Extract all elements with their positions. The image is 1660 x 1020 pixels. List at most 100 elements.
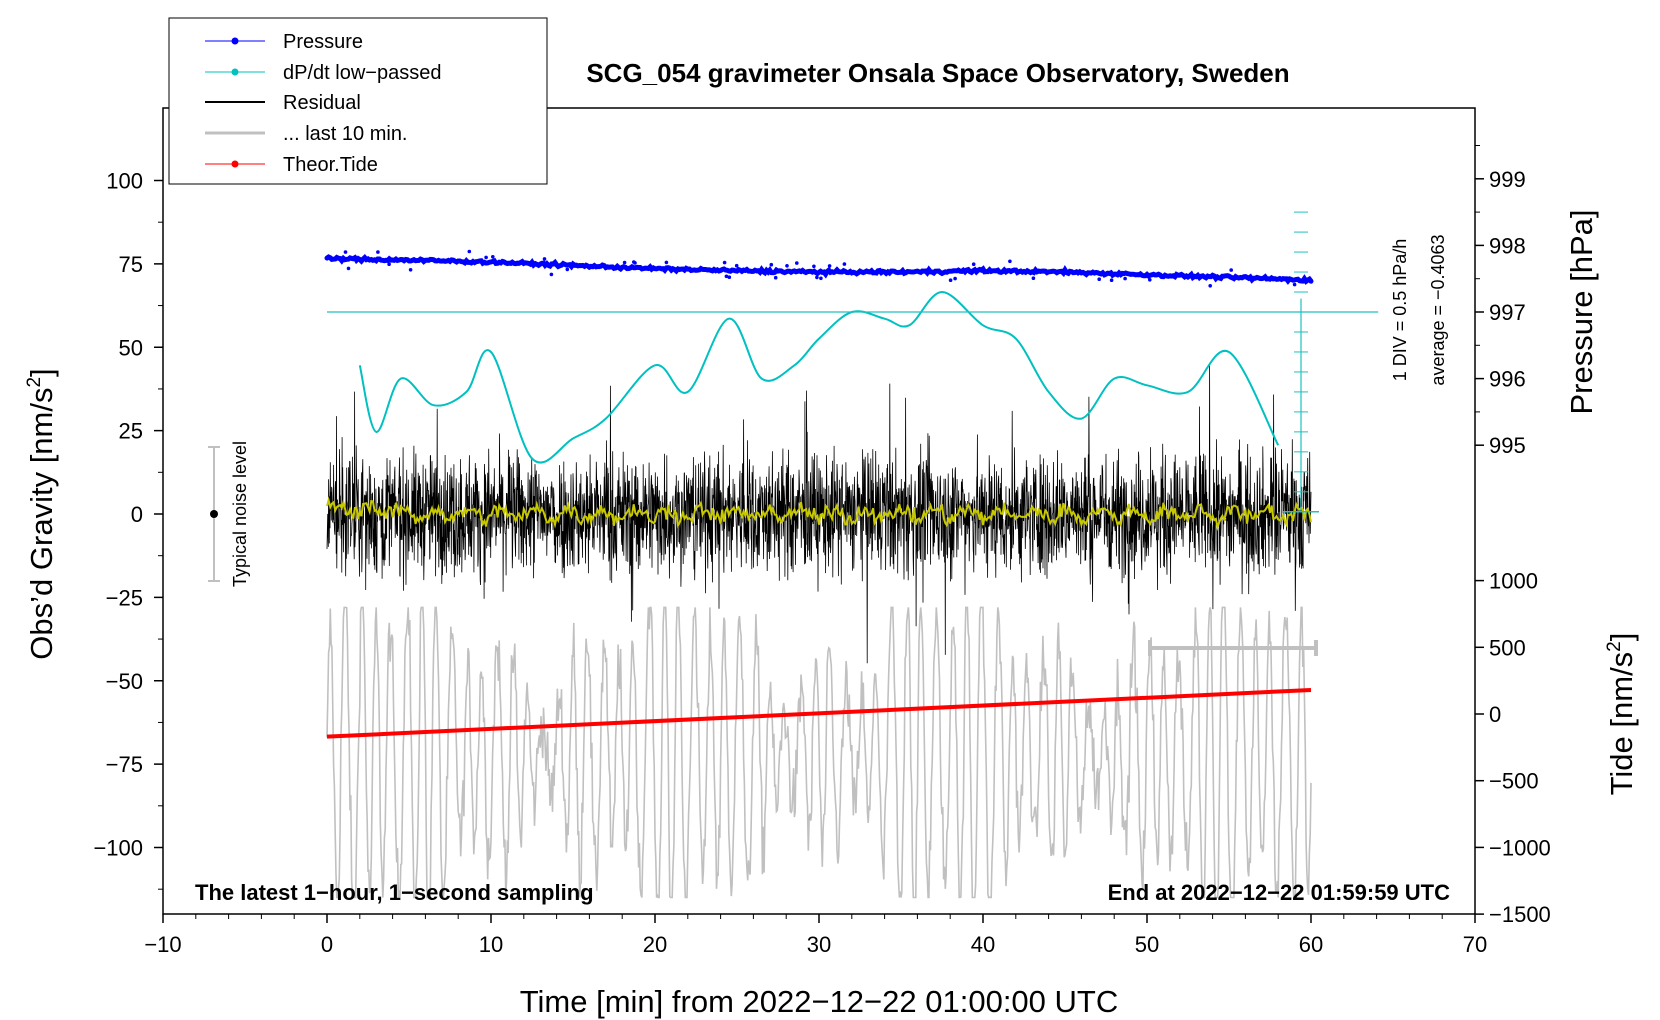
y-left-tick-label: 0	[131, 502, 143, 527]
pressure-outlier-point	[769, 262, 774, 267]
legend-pressure: Pressure	[283, 31, 363, 53]
x-tick-label: 70	[1463, 932, 1487, 957]
pressure-outlier-point	[773, 275, 778, 280]
x-tick-label: 20	[643, 932, 667, 957]
dpdt-scale-axis	[327, 211, 1379, 513]
y-axis-tide-title: Tide [nm/s2]	[1604, 633, 1639, 796]
x-axis-title: Time [min] from 2022−12−22 01:00:00 UTC	[520, 984, 1119, 1019]
x-tick-label: 10	[479, 932, 503, 957]
residual-smoothed-series	[326, 496, 1312, 532]
last-10-min-bracket	[1148, 640, 1318, 656]
y-tide-tick-label: 0	[1489, 702, 1501, 727]
y-left-tick-label: −100	[93, 836, 143, 861]
pressure-outlier-point	[387, 262, 391, 267]
footer-left-note: The latest 1−hour, 1−second sampling	[195, 880, 594, 905]
y-pressure-tick-label: 999	[1489, 167, 1526, 192]
y-left-tick-label: −50	[106, 669, 143, 694]
noise-level-indicator	[208, 446, 220, 582]
pressure-outlier-point	[953, 276, 957, 281]
pressure-outlier-point	[734, 263, 739, 268]
legend-dpdt: dP/dt low−passed	[283, 62, 441, 84]
x-tick-label: 60	[1299, 932, 1323, 957]
y-left-tick-label: −75	[106, 752, 143, 777]
y-pressure-tick-label: 998	[1489, 233, 1526, 258]
footer-right-note: End at 2022−12−22 01:59:59 UTC	[1108, 880, 1451, 905]
last-10-min-trace	[326, 606, 1312, 899]
pressure-outlier-point	[633, 261, 637, 265]
pressure-outlier-point	[1008, 259, 1012, 264]
chart-title: SCG_054 gravimeter Onsala Space Observat…	[586, 58, 1289, 88]
noise-level-label: Typical noise level	[230, 441, 250, 587]
axis-ticks	[154, 145, 1484, 923]
pressure-outlier-point	[815, 275, 819, 280]
pressure-outlier-point	[724, 274, 729, 279]
x-tick-label: 0	[321, 932, 333, 957]
pressure-outlier-point	[1109, 278, 1114, 283]
pressure-outlier-point	[722, 260, 727, 265]
residual-smoothed-trace	[326, 496, 1312, 532]
residual-trace	[326, 365, 1312, 664]
tick-labels: −10 0 10 20 30 40 50 60 70 100 75 50 25 0 −25 −50 −75 −10…	[93, 167, 1550, 957]
dpdt-average-label: average = −0.4063	[1428, 234, 1448, 385]
pressure-outlier-point	[727, 275, 732, 280]
dpdt-series	[358, 290, 1280, 464]
pressure-outlier-point	[484, 255, 488, 260]
y-left-tick-label: 100	[106, 169, 143, 194]
pressure-outlier-point	[376, 250, 380, 254]
last-10-min-series	[326, 606, 1312, 899]
pressure-outlier-point	[1123, 276, 1127, 281]
pressure-series	[324, 249, 1314, 288]
pressure-outlier-point	[1148, 278, 1152, 282]
y-tide-tick-label: −1500	[1489, 902, 1551, 927]
pressure-outlier-point	[842, 262, 847, 266]
pressure-outlier-point	[1097, 277, 1101, 282]
dpdt-curve	[358, 290, 1280, 464]
y-tide-tick-label: 1000	[1489, 569, 1538, 594]
pressure-outlier-point	[622, 260, 627, 265]
pressure-outlier-point	[467, 249, 472, 254]
pressure-trace	[324, 253, 1314, 285]
y-pressure-tick-label: 997	[1489, 300, 1526, 325]
pressure-outlier-point	[795, 261, 799, 265]
y-tide-tick-label: −500	[1489, 769, 1539, 794]
y-left-tick-label: 75	[119, 252, 143, 277]
y-axis-left-title: Obs’d Gravity [nm/s2]	[24, 368, 59, 659]
y-axis-pressure-title: Pressure [hPa]	[1564, 209, 1599, 414]
pressure-outlier-point	[1031, 276, 1036, 281]
pressure-outlier-point	[971, 262, 976, 267]
pressure-outlier-point	[827, 264, 832, 268]
y-left-tick-label: 50	[119, 335, 143, 360]
legend: Pressure dP/dt low−passed Residual ... l…	[168, 17, 548, 185]
pressure-outlier-point	[565, 267, 570, 272]
y-left-tick-label: 25	[119, 419, 143, 444]
pressure-outlier-point	[549, 272, 554, 277]
legend-theor-tide: Theor.Tide	[283, 154, 378, 176]
y-left-tick-label: −25	[106, 585, 143, 610]
pressure-outlier-point	[1208, 284, 1212, 288]
pressure-outlier-point	[408, 268, 413, 272]
dpdt-scale-label: 1 DIV = 0.5 hPa/h	[1390, 239, 1410, 382]
pressure-outlier-point	[343, 250, 348, 254]
x-tick-label: 50	[1135, 932, 1159, 957]
pressure-outlier-point	[346, 266, 351, 271]
y-tide-tick-label: 500	[1489, 635, 1526, 660]
pressure-outlier-point	[542, 257, 547, 261]
x-tick-label: 40	[971, 932, 995, 957]
pressure-outlier-point	[785, 264, 789, 268]
y-tide-tick-label: −1000	[1489, 835, 1551, 860]
x-tick-label: 30	[807, 932, 831, 957]
y-pressure-tick-label: 995	[1489, 433, 1526, 458]
theor-tide-series	[326, 687, 1312, 739]
pressure-outlier-point	[1229, 268, 1233, 272]
residual-series	[326, 365, 1312, 664]
legend-residual: Residual	[283, 92, 361, 114]
pressure-outlier-point	[948, 278, 953, 283]
pressure-outlier-point	[819, 276, 823, 281]
y-pressure-tick-label: 996	[1489, 367, 1526, 392]
theor-tide-line	[326, 687, 1312, 739]
pressure-outlier-point	[664, 260, 669, 265]
pressure-outlier-point	[491, 254, 495, 259]
legend-last-10-min: ... last 10 min.	[283, 123, 408, 145]
pressure-outlier-point	[1292, 282, 1297, 287]
